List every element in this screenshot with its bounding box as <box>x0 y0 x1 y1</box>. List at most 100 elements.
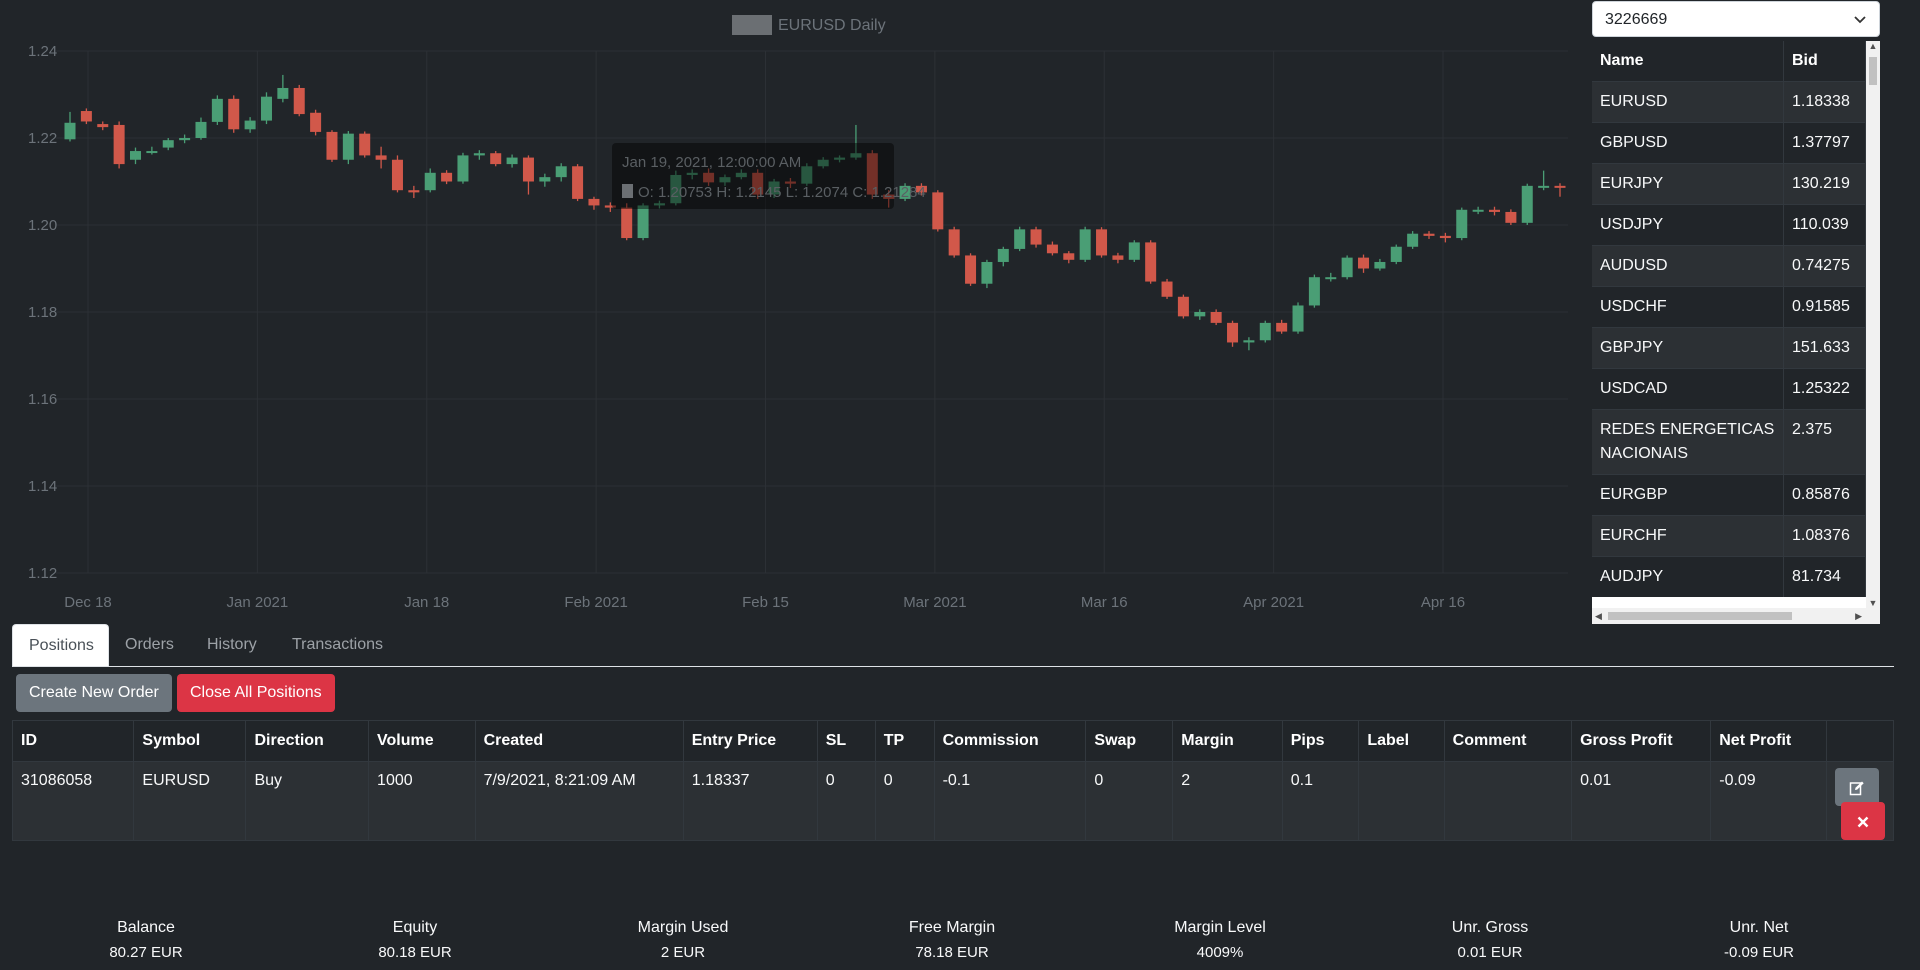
candle-body[interactable] <box>1046 244 1058 254</box>
tab-positions[interactable]: Positions <box>12 624 109 666</box>
candle-body[interactable] <box>326 131 338 160</box>
account-select[interactable]: 3226669 <box>1592 1 1880 37</box>
table-row[interactable]: 31086058 EURUSD Buy 1000 7/9/2021, 8:21:09 A… <box>11 761 1894 841</box>
candle-body[interactable] <box>588 198 600 206</box>
candle-body[interactable] <box>1161 281 1173 297</box>
candle-body[interactable] <box>1374 261 1386 269</box>
candle-body[interactable] <box>473 153 485 156</box>
candle-body[interactable] <box>915 185 927 193</box>
candle-body[interactable] <box>277 87 289 99</box>
candle-body[interactable] <box>1423 233 1435 236</box>
candle-body[interactable] <box>965 255 977 284</box>
candle-body[interactable] <box>1439 235 1451 239</box>
scrollbar-thumb[interactable] <box>1608 612 1792 620</box>
candle-body[interactable] <box>1063 253 1075 260</box>
scroll-down-icon[interactable]: ▼ <box>1868 598 1878 608</box>
candle-body[interactable] <box>97 124 109 128</box>
candle-body[interactable] <box>424 172 436 191</box>
watchlist-horizontal-scrollbar[interactable]: ◀ ▶ <box>1592 608 1880 624</box>
candle-body[interactable] <box>1341 257 1353 278</box>
watchlist-row[interactable]: GBPUSD 1.37797 <box>1592 122 1866 164</box>
watchlist-row[interactable]: REDES ENERGETICAS NACIONAIS 2.375 <box>1592 409 1866 475</box>
candle-body[interactable] <box>375 155 387 160</box>
candle-body[interactable] <box>359 133 371 156</box>
scroll-right-icon[interactable]: ▶ <box>1855 611 1862 621</box>
watchlist-row[interactable]: EURCHF 1.08376 <box>1592 515 1866 557</box>
candle-body[interactable] <box>1472 209 1484 212</box>
positions-header-symbol[interactable]: Symbol <box>133 720 247 762</box>
candle-body[interactable] <box>244 120 256 130</box>
candle-body[interactable] <box>817 159 829 167</box>
positions-header-gross-profit[interactable]: Gross Profit <box>1571 720 1712 762</box>
positions-header-swap[interactable]: Swap <box>1085 720 1174 762</box>
candle-body[interactable] <box>784 181 796 184</box>
candle-body[interactable] <box>1194 312 1206 317</box>
candle-body[interactable] <box>899 185 911 199</box>
candle-body[interactable] <box>129 151 141 160</box>
candle-body[interactable] <box>391 159 403 191</box>
positions-header-net-profit[interactable]: Net Profit <box>1710 720 1827 762</box>
watchlist-row[interactable]: USDJPY 110.039 <box>1592 204 1866 246</box>
watchlist-row[interactable]: EURGBP 0.85876 <box>1592 474 1866 516</box>
candle-body[interactable] <box>1145 242 1157 282</box>
candle-body[interactable] <box>441 172 453 182</box>
candle-body[interactable] <box>883 194 895 199</box>
close-position-button[interactable] <box>1841 802 1885 840</box>
candle-body[interactable] <box>1358 257 1370 269</box>
candle-body[interactable] <box>310 112 322 132</box>
candle-body[interactable] <box>621 207 633 239</box>
candle-body[interactable] <box>1325 277 1337 280</box>
scroll-left-icon[interactable]: ◀ <box>1595 611 1602 621</box>
candle-body[interactable] <box>1259 322 1271 341</box>
candle-body[interactable] <box>850 153 862 158</box>
candle-body[interactable] <box>735 172 747 178</box>
candle-body[interactable] <box>997 248 1009 262</box>
candle-body[interactable] <box>162 140 174 148</box>
candle-body[interactable] <box>981 261 993 284</box>
scroll-up-icon[interactable]: ▲ <box>1868 41 1878 51</box>
edit-position-button[interactable] <box>1835 768 1879 806</box>
watchlist-header-bid[interactable]: Bid <box>1783 41 1866 82</box>
watchlist-row[interactable]: AUDUSD 0.74275 <box>1592 245 1866 287</box>
candle-body[interactable] <box>1505 211 1517 223</box>
positions-header-label[interactable]: Label <box>1358 720 1445 762</box>
candle-body[interactable] <box>932 192 944 230</box>
watchlist-vertical-scrollbar[interactable]: ▲ ▼ <box>1866 41 1880 608</box>
candle-body[interactable] <box>1489 209 1501 212</box>
candle-body[interactable] <box>1030 229 1042 245</box>
watchlist-row[interactable]: USDCHF 0.91585 <box>1592 286 1866 328</box>
candle-body[interactable] <box>1128 242 1140 260</box>
candle-body[interactable] <box>179 138 191 141</box>
watchlist-panel[interactable]: Name Bid EURUSD 1.18338 GBPUSD 1.37797 EURJP… <box>1592 41 1880 624</box>
candle-body[interactable] <box>1390 246 1402 262</box>
candle-body[interactable] <box>1456 209 1468 239</box>
candle-body[interactable] <box>572 166 584 199</box>
candle-body[interactable] <box>457 155 469 182</box>
candle-body[interactable] <box>1308 277 1320 306</box>
candle-body[interactable] <box>506 157 518 165</box>
candle-body[interactable] <box>1210 312 1222 323</box>
positions-header-id[interactable]: ID <box>11 720 135 762</box>
positions-header-commission[interactable]: Commission <box>933 720 1087 762</box>
candle-body[interactable] <box>293 87 305 115</box>
candle-body[interactable] <box>604 205 616 208</box>
candle-body[interactable] <box>342 133 354 160</box>
candle-body[interactable] <box>1079 229 1091 260</box>
positions-header-created[interactable]: Created <box>474 720 684 762</box>
candle-body[interactable] <box>948 229 960 256</box>
candle-body[interactable] <box>1538 185 1550 188</box>
candle-body[interactable] <box>1521 185 1533 223</box>
candle-body[interactable] <box>1096 229 1108 256</box>
candle-body[interactable] <box>1554 185 1566 188</box>
candle-body[interactable] <box>1407 233 1419 247</box>
candle-body[interactable] <box>490 153 502 165</box>
watchlist-row[interactable]: AUDJPY 81.734 <box>1592 556 1866 597</box>
candle-body[interactable] <box>195 121 207 138</box>
positions-header-sl[interactable]: SL <box>816 720 876 762</box>
candle-body[interactable] <box>1227 322 1239 343</box>
candle-body[interactable] <box>801 166 813 184</box>
close-all-positions-button[interactable]: Close All Positions <box>177 674 335 712</box>
candle-body[interactable] <box>653 203 665 206</box>
candle-body[interactable] <box>670 174 682 204</box>
candle-body[interactable] <box>1177 296 1189 317</box>
